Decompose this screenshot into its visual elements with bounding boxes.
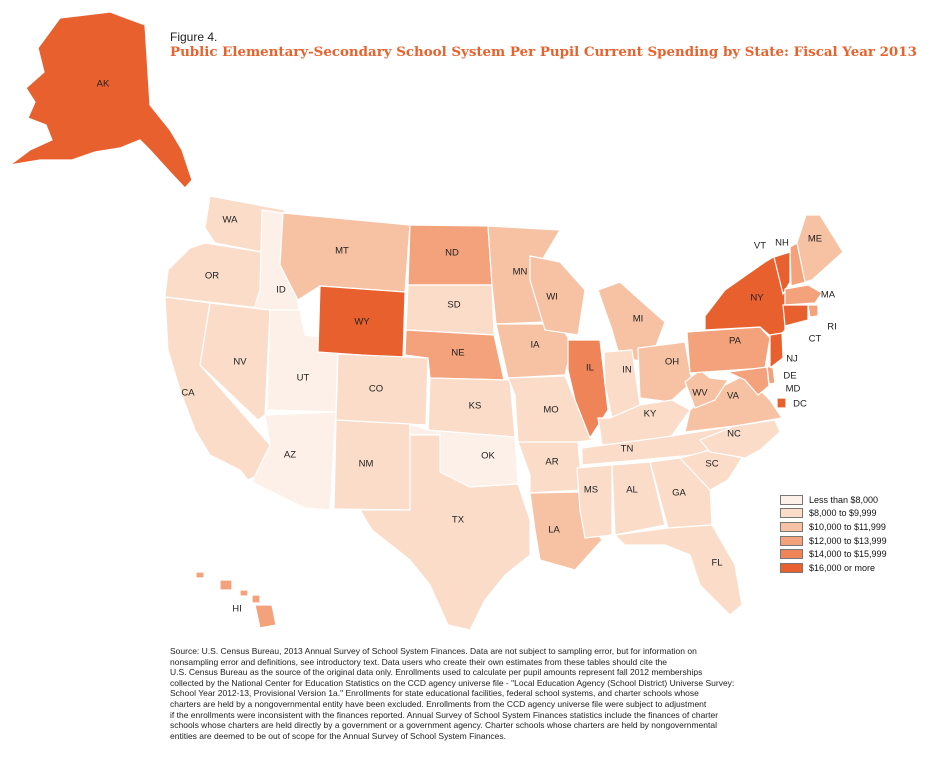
state-label-nv: NV	[233, 357, 247, 368]
state-label-mn: MN	[513, 267, 528, 278]
state-label-hi: HI	[232, 604, 242, 615]
legend-item: $16,000 or more	[780, 561, 887, 575]
state-label-de: DE	[783, 371, 796, 382]
state-label-ny: NY	[750, 293, 764, 304]
legend-swatch	[780, 508, 803, 519]
state-label-al: AL	[626, 485, 638, 496]
state-label-va: VA	[727, 391, 740, 402]
state-ny	[704, 254, 786, 341]
legend-label: $12,000 to $13,999	[809, 535, 887, 546]
state-al	[611, 461, 666, 536]
state-nv	[199, 302, 271, 421]
state-ma	[784, 284, 823, 306]
state-label-ak: AK	[97, 79, 110, 90]
state-label-sd: SD	[447, 300, 460, 311]
state-pa	[686, 326, 771, 374]
state-nj	[769, 332, 784, 370]
legend-swatch	[780, 549, 803, 560]
state-label-ct: CT	[809, 334, 822, 345]
state-dc	[776, 397, 787, 409]
state-label-or: OR	[205, 271, 219, 282]
state-label-ma: MA	[821, 290, 836, 301]
legend-swatch	[780, 494, 803, 505]
state-label-ga: GA	[672, 488, 686, 499]
state-label-me: ME	[808, 234, 822, 245]
state-label-nm: NM	[359, 459, 374, 470]
state-label-ca: CA	[181, 388, 195, 399]
state-vt	[773, 251, 791, 296]
state-label-ky: KY	[644, 409, 657, 420]
state-il	[567, 339, 609, 440]
state-label-nd: ND	[445, 248, 459, 259]
legend-swatch	[780, 562, 803, 573]
legend-item: $10,000 to $11,999	[780, 520, 887, 534]
state-wi	[529, 255, 586, 336]
legend-label: Less than $8,000	[809, 494, 879, 505]
state-label-oh: OH	[665, 357, 679, 368]
source-note: Source: U.S. Census Bureau, 2013 Annual …	[170, 646, 735, 741]
state-label-ne: NE	[451, 348, 464, 359]
state-oh	[637, 341, 693, 403]
state-co	[335, 353, 429, 426]
legend-item: $14,000 to $15,999	[780, 547, 887, 561]
state-label-mo: MO	[543, 405, 558, 416]
state-label-wi: WI	[546, 292, 558, 303]
state-label-ms: MS	[584, 485, 598, 496]
state-ct	[782, 304, 809, 327]
legend-label: $10,000 to $11,999	[809, 521, 886, 532]
state-fl	[613, 524, 743, 616]
state-label-md: MD	[786, 384, 801, 395]
map-legend: Less than $8,000 $8,000 to $9,999 $10,000 …	[780, 493, 887, 575]
state-label-id: ID	[276, 285, 286, 296]
state-label-co: CO	[369, 384, 383, 395]
state-me	[796, 214, 844, 283]
state-label-mi: MI	[633, 314, 644, 325]
state-ri	[807, 304, 819, 318]
state-hi	[195, 571, 277, 629]
figure-title: Public Elementary-Secondary School Syste…	[170, 44, 917, 60]
state-label-wy: WY	[354, 317, 370, 328]
state-label-wa: WA	[223, 215, 239, 226]
state-label-ar: AR	[545, 457, 558, 468]
state-label-ok: OK	[481, 451, 495, 462]
state-md	[725, 366, 770, 396]
state-ar	[517, 441, 583, 494]
state-label-az: AZ	[284, 450, 296, 461]
state-ms	[576, 464, 613, 539]
state-mi	[597, 281, 666, 363]
state-label-mt: MT	[335, 246, 349, 257]
state-label-in: IN	[622, 365, 632, 376]
state-label-nc: NC	[727, 429, 741, 440]
legend-item: Less than $8,000	[780, 493, 887, 507]
legend-swatch	[780, 535, 803, 546]
state-label-tx: TX	[452, 515, 465, 526]
state-az	[251, 411, 337, 511]
us-state-map: AK WA OR CA ID NV UT AZ MT WY CO NM ND SD NE KS OK TX MN IA…	[9, 11, 844, 631]
state-label-nh: NH	[775, 238, 789, 249]
state-label-fl: FL	[711, 558, 722, 569]
state-tx	[358, 434, 531, 631]
state-label-ks: KS	[469, 401, 482, 412]
figure-label: Figure 4.	[170, 30, 218, 44]
state-ak	[9, 11, 193, 189]
legend-label: $16,000 or more	[809, 562, 876, 573]
legend-item: $8,000 to $9,999	[780, 507, 887, 521]
state-label-la: LA	[548, 525, 560, 536]
state-sc	[678, 449, 743, 491]
state-label-vt: VT	[754, 241, 766, 252]
legend-label: $8,000 to $9,999	[809, 508, 877, 519]
legend-label: $14,000 to $15,999	[809, 549, 887, 560]
state-label-ia: IA	[531, 340, 541, 351]
state-label-wv: WV	[692, 388, 708, 399]
legend-item: $12,000 to $13,999	[780, 534, 887, 548]
state-label-pa: PA	[729, 336, 742, 347]
state-label-nj: NJ	[786, 354, 798, 365]
state-label-dc: DC	[793, 399, 807, 410]
state-label-il: IL	[586, 363, 594, 374]
state-label-ut: UT	[297, 373, 310, 384]
state-label-sc: SC	[705, 459, 718, 470]
state-label-ri: RI	[827, 322, 837, 333]
legend-swatch	[780, 521, 803, 532]
state-label-tn: TN	[621, 444, 634, 455]
